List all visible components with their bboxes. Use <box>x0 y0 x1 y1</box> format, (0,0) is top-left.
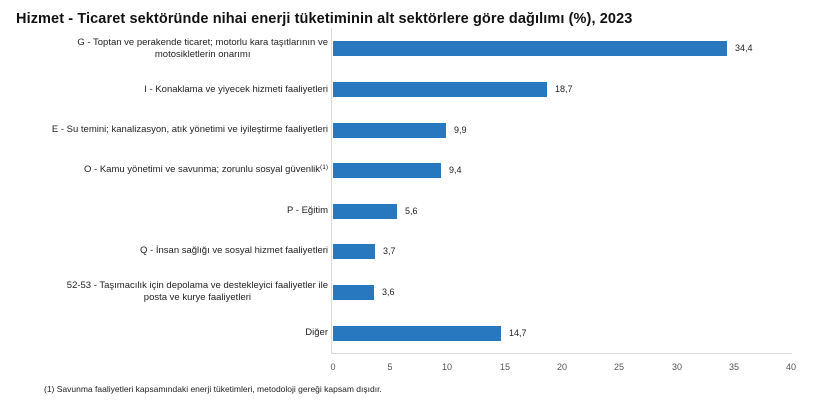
chart-title: Hizmet - Ticaret sektöründe nihai enerji… <box>16 11 633 27</box>
category-label-diger: Diğer <box>305 327 328 338</box>
category-label-g: G - Toptan ve perakende ticaret; motorlu… <box>77 37 328 61</box>
value-label-52-53: 3,6 <box>382 287 395 297</box>
value-label-i: 18,7 <box>555 84 573 94</box>
bar-i <box>333 82 547 97</box>
x-tick-35: 35 <box>728 362 740 372</box>
x-tick-25: 25 <box>613 362 625 372</box>
bar-52-53 <box>333 285 374 300</box>
x-tick-10: 10 <box>441 362 453 372</box>
category-label-i: I - Konaklama ve yiyecek hizmeti faaliye… <box>144 84 328 95</box>
category-label-52-53: 52-53 - Taşımacılık için depolama ve des… <box>67 280 328 304</box>
category-label-q: Q - İnsan sağlığı ve sosyal hizmet faali… <box>140 245 328 256</box>
bar-g <box>333 41 727 56</box>
x-tick-30: 30 <box>671 362 683 372</box>
x-tick-0: 0 <box>330 362 336 372</box>
value-label-g: 34,4 <box>735 43 753 53</box>
category-label-line: 52-53 - Taşımacılık için depolama ve des… <box>66 280 328 291</box>
footnote: (1) Savunma faaliyetleri kapsamındaki en… <box>44 384 382 394</box>
x-axis-line <box>331 353 792 354</box>
category-label-line: G - Toptan ve perakende ticaret; motorlu… <box>77 37 328 48</box>
category-label-text: O - Kamu yönetimi ve savunma; zorunlu so… <box>84 164 321 175</box>
bar-q <box>333 244 375 259</box>
x-tick-15: 15 <box>499 362 511 372</box>
value-label-diger: 14,7 <box>509 328 527 338</box>
category-label-p: P - Eğitim <box>286 205 328 216</box>
category-label-o: O - Kamu yönetimi ve savunma; zorunlu so… <box>84 164 328 176</box>
footnote-marker: (1) <box>320 164 328 171</box>
bar-p <box>333 204 397 219</box>
y-axis-line <box>331 28 332 354</box>
value-label-e: 9,9 <box>454 125 467 135</box>
value-label-o: 9,4 <box>449 165 462 175</box>
category-label-e: E - Su temini; kanalizasyon, atık yöneti… <box>51 124 328 135</box>
bar-diger <box>333 326 501 341</box>
x-tick-5: 5 <box>387 362 393 372</box>
bar-e <box>333 123 446 138</box>
value-label-p: 5,6 <box>405 206 418 216</box>
x-tick-20: 20 <box>556 362 568 372</box>
value-label-q: 3,7 <box>383 246 396 256</box>
bar-o <box>333 163 441 178</box>
x-tick-40: 40 <box>785 362 797 372</box>
category-label-line: posta ve kurye faaliyetleri <box>143 292 251 303</box>
category-label-line: motosikletlerin onarımı <box>154 49 251 60</box>
